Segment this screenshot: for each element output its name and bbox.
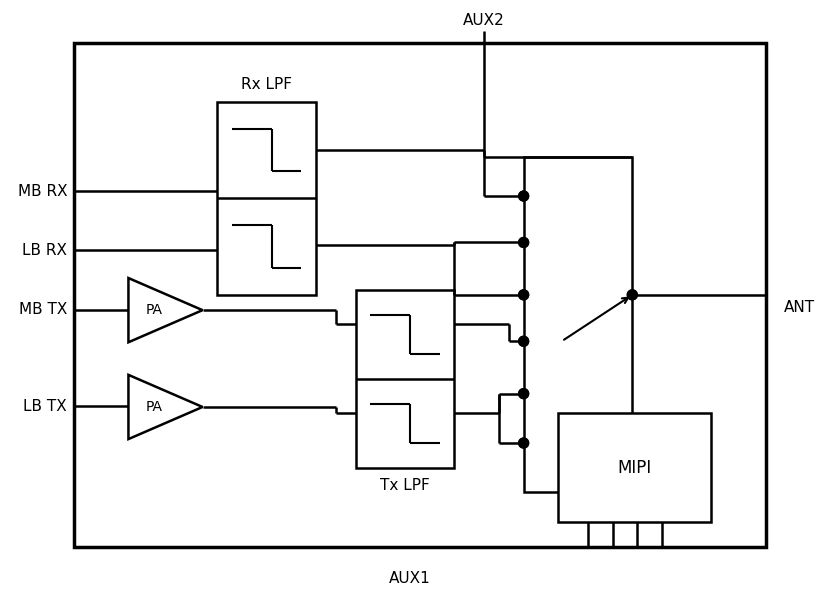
Circle shape	[519, 388, 528, 399]
Text: LB TX: LB TX	[24, 399, 67, 414]
Text: PA: PA	[146, 400, 163, 414]
Circle shape	[627, 290, 637, 300]
Text: LB RX: LB RX	[22, 243, 67, 258]
Polygon shape	[128, 375, 203, 439]
Polygon shape	[128, 278, 203, 342]
Text: MB TX: MB TX	[19, 302, 67, 317]
Text: MB RX: MB RX	[17, 184, 67, 198]
Text: PA: PA	[146, 303, 163, 317]
Circle shape	[519, 290, 528, 300]
Text: Tx LPF: Tx LPF	[380, 478, 430, 492]
Text: AUX2: AUX2	[463, 13, 505, 28]
Bar	[218, 102, 316, 295]
Text: Rx LPF: Rx LPF	[241, 77, 292, 92]
Text: ANT: ANT	[784, 300, 815, 315]
Circle shape	[519, 290, 528, 300]
Circle shape	[519, 388, 528, 399]
Circle shape	[519, 438, 528, 448]
Bar	[524, 157, 632, 492]
Bar	[558, 413, 712, 522]
Bar	[74, 43, 766, 546]
Text: MIPI: MIPI	[618, 459, 652, 477]
Circle shape	[519, 191, 528, 201]
Circle shape	[627, 290, 637, 300]
Circle shape	[519, 238, 528, 248]
Bar	[356, 290, 455, 467]
Circle shape	[519, 336, 528, 346]
Circle shape	[519, 336, 528, 346]
Circle shape	[519, 191, 528, 201]
Circle shape	[519, 438, 528, 448]
Circle shape	[519, 238, 528, 248]
Text: AUX1: AUX1	[389, 571, 431, 586]
